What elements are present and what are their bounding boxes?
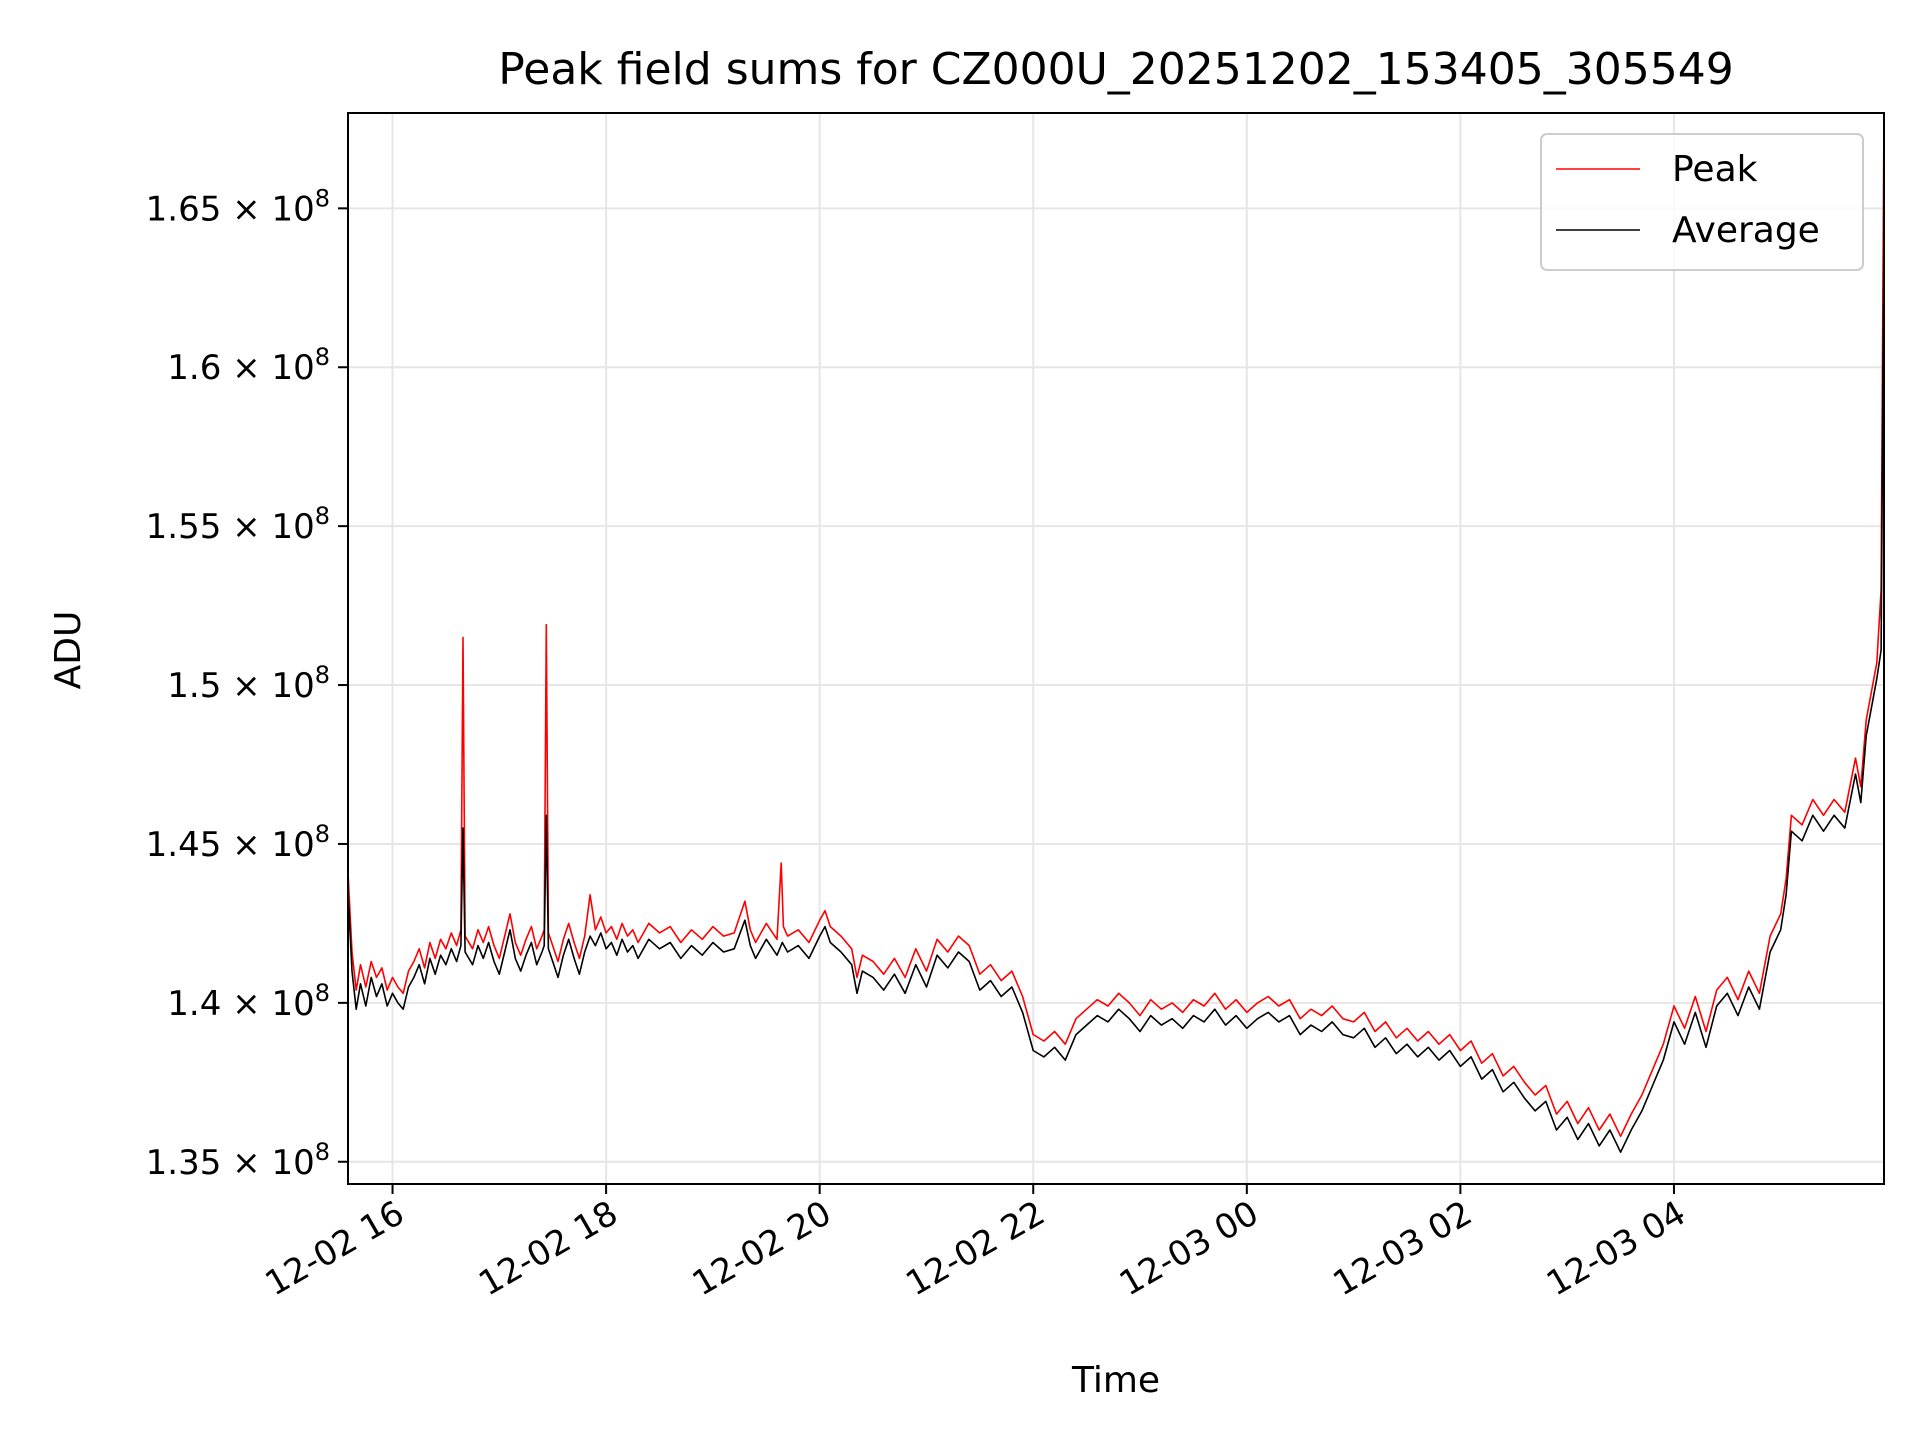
y-tick-label: 1.45 × 108 bbox=[146, 820, 330, 865]
chart-title: Peak field sums for CZ000U_20251202_1534… bbox=[498, 44, 1733, 95]
series-group bbox=[347, 112, 1885, 1153]
x-axis-label: Time bbox=[1071, 1360, 1160, 1401]
legend-label-average: Average bbox=[1672, 210, 1820, 251]
grid bbox=[348, 113, 1884, 1184]
legend-box bbox=[1540, 133, 1864, 271]
y-tick-label: 1.65 × 108 bbox=[146, 184, 330, 229]
plot-frame bbox=[347, 112, 1885, 1185]
y-tick-label: 1.6 × 108 bbox=[167, 343, 330, 388]
y-tick-label: 1.35 × 108 bbox=[146, 1138, 330, 1183]
y-tick-label: 1.4 × 108 bbox=[167, 979, 330, 1024]
y-tick-label: 1.5 × 108 bbox=[167, 661, 330, 706]
y-axis-label: ADU bbox=[48, 611, 89, 690]
series-line-average bbox=[347, 221, 1885, 1153]
legend-label-peak: Peak bbox=[1672, 149, 1758, 190]
y-ticks: 1.35 × 108 1.4 × 108 1.45 × 108 1.5 × 108 1.… bbox=[146, 184, 348, 1183]
series-line-peak bbox=[347, 112, 1885, 1138]
legend: Peak Average bbox=[1540, 133, 1864, 271]
y-tick-label: 1.55 × 108 bbox=[146, 502, 330, 547]
